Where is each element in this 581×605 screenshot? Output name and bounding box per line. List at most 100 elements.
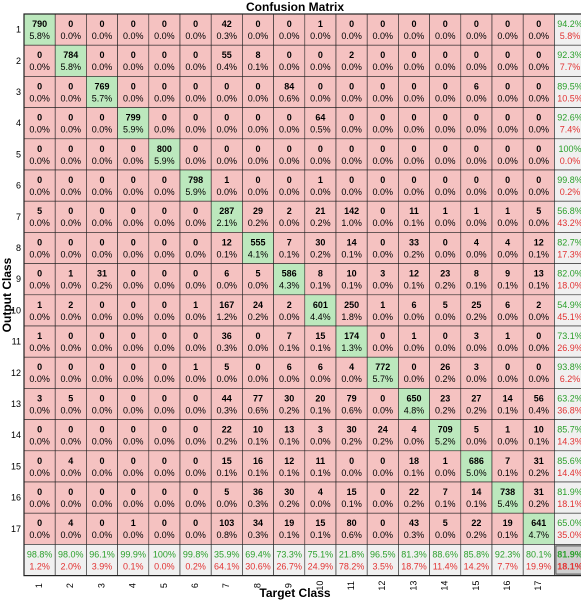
cell-r17-c8 — [242, 512, 274, 545]
cell-percent: 0.1% — [279, 343, 300, 353]
cell-count: 0 — [162, 362, 167, 372]
y-tick-label: 3 — [16, 87, 21, 97]
cell-r4-c16 — [491, 107, 524, 140]
cell-percent: 0.0% — [497, 218, 518, 228]
cell-count: 43 — [409, 518, 419, 528]
cell-percent: 0.0% — [466, 187, 487, 197]
cell-percent: 0.0% — [61, 125, 82, 135]
row-error: 18.0% — [557, 281, 581, 291]
cell-count: 15 — [315, 518, 325, 528]
cell-count: 16 — [253, 456, 263, 466]
cell-r15-c7 — [210, 450, 243, 483]
cell-r2-c12 — [366, 44, 399, 77]
cell-count: 8 — [474, 269, 479, 279]
summary-cell — [304, 544, 337, 576]
cell-percent: 0.0% — [529, 31, 550, 41]
x-tick-label: 10 — [315, 581, 325, 591]
cell-count: 0 — [443, 331, 448, 341]
cell-count: 0 — [380, 50, 385, 60]
cell-count: 36 — [253, 487, 263, 497]
cell-count: 0 — [37, 113, 42, 123]
column-recall: 21.8% — [339, 549, 365, 559]
cell-percent: 0.0% — [435, 156, 456, 166]
cell-count: 0 — [68, 362, 73, 372]
cell-percent: 4.3% — [279, 281, 300, 291]
column-recall: 73.3% — [276, 549, 302, 559]
cell-percent: 0.1% — [497, 468, 518, 478]
cell-percent: 0.0% — [154, 312, 175, 322]
cell-r4-c13 — [398, 107, 430, 140]
cell-r17-c16 — [491, 512, 524, 545]
cell-r12-c7 — [210, 356, 243, 389]
cell-r11-c2 — [54, 325, 87, 358]
cell-percent: 0.0% — [279, 312, 300, 322]
cell-count: 0 — [99, 19, 104, 29]
cell-r14-c10 — [304, 419, 337, 452]
cell-percent: 0.0% — [466, 93, 487, 103]
cell-r17-c12 — [366, 512, 399, 545]
cell-count: 6 — [287, 362, 292, 372]
cell-percent: 0.0% — [61, 437, 82, 447]
cell-percent: 0.2% — [92, 281, 113, 291]
cell-count: 0 — [131, 50, 136, 60]
cell-count: 0 — [99, 300, 104, 310]
cell-percent: 0.0% — [92, 187, 113, 197]
row-precision: 92.6% — [557, 113, 581, 123]
cell-percent: 0.0% — [123, 31, 144, 41]
cell-r11-c6 — [179, 325, 212, 358]
cell-count: 12 — [534, 237, 544, 247]
cell-count: 798 — [188, 175, 203, 185]
cell-count: 5 — [224, 362, 229, 372]
cell-count: 3 — [474, 362, 479, 372]
cell-percent: 0.1% — [310, 468, 331, 478]
cell-percent: 0.0% — [497, 62, 518, 72]
cell-percent: 0.0% — [154, 62, 175, 72]
column-error: 3.9% — [92, 561, 113, 571]
cell-percent: 0.0% — [154, 437, 175, 447]
chart-title: Confusion Matrix — [246, 0, 344, 14]
cell-count: 0 — [193, 206, 198, 216]
cell-r11-c12 — [366, 325, 399, 358]
cell-r4-c10 — [304, 107, 337, 140]
column-recall: 99.8% — [183, 549, 209, 559]
cell-r5-c2 — [54, 138, 87, 171]
cell-r9-c11 — [335, 263, 368, 296]
cell-percent: 0.0% — [341, 93, 362, 103]
cell-count: 0 — [68, 144, 73, 154]
cell-r10-c13 — [398, 294, 430, 327]
cell-percent: 0.0% — [341, 468, 362, 478]
row-error: 14.3% — [557, 437, 581, 447]
cell-percent: 0.1% — [404, 218, 425, 228]
cell-count: 1 — [37, 300, 42, 310]
x-tick-label: 1 — [34, 583, 44, 588]
cell-count: 1 — [68, 269, 73, 279]
cell-r6-c6 — [179, 169, 212, 202]
cell-count: 4 — [349, 362, 354, 372]
cell-percent: 0.2% — [373, 437, 394, 447]
cell-count: 0 — [162, 518, 167, 528]
column-recall: 69.4% — [245, 549, 271, 559]
cell-percent: 0.1% — [466, 499, 487, 509]
cell-percent: 0.0% — [497, 187, 518, 197]
cell-percent: 4.7% — [529, 530, 550, 540]
cell-r9-c17 — [522, 263, 555, 296]
cell-percent: 0.0% — [185, 218, 206, 228]
cell-r14-c11 — [335, 419, 368, 452]
cell-r15-c4 — [117, 450, 150, 483]
cell-r11-c11 — [335, 325, 368, 358]
cell-r17-c10 — [304, 512, 337, 545]
cell-percent: 0.0% — [61, 281, 82, 291]
x-tick-label: 2 — [65, 583, 75, 588]
cell-count: 0 — [37, 456, 42, 466]
cell-count: 5 — [255, 269, 260, 279]
cell-r1-c8 — [242, 13, 274, 46]
cell-count: 3 — [380, 269, 385, 279]
cell-count: 0 — [411, 19, 416, 29]
cell-r13-c17 — [522, 388, 555, 420]
cell-count: 0 — [193, 518, 198, 528]
cell-count: 0 — [474, 50, 479, 60]
cell-count: 0 — [536, 50, 541, 60]
column-error: 2.0% — [61, 561, 82, 571]
cell-percent: 0.0% — [123, 281, 144, 291]
cell-percent: 0.0% — [404, 93, 425, 103]
